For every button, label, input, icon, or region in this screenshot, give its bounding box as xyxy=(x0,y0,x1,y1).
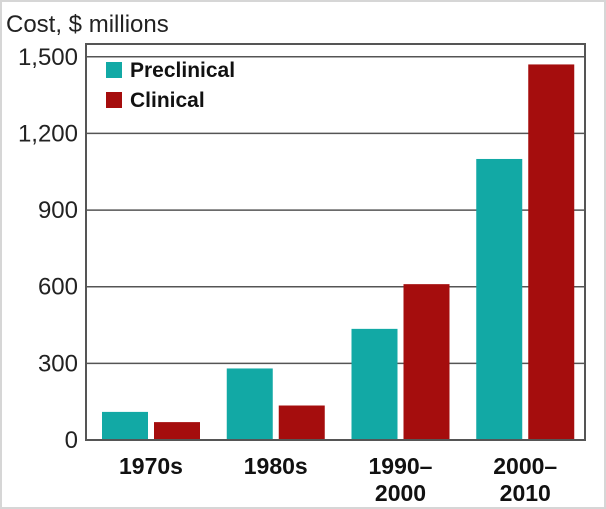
bar-preclinical xyxy=(351,328,398,440)
bars xyxy=(102,64,575,440)
legend-label: Preclinical xyxy=(130,59,235,82)
x-category-label: 1970s xyxy=(119,453,183,479)
x-category-label: 2000– xyxy=(493,453,557,479)
y-tick-label: 1,200 xyxy=(18,120,78,147)
x-category-label: 2000 xyxy=(375,480,426,506)
y-tick-label: 900 xyxy=(38,197,78,224)
bar-clinical xyxy=(403,284,450,440)
legend-swatch xyxy=(106,62,122,78)
legend-swatch xyxy=(106,92,122,108)
legend: Preclinical Clinical xyxy=(106,59,235,112)
x-category-label: 2010 xyxy=(500,480,551,506)
y-axis-label: Cost, $ millions xyxy=(6,11,169,38)
y-tick-label: 600 xyxy=(38,274,78,301)
bar-clinical xyxy=(154,422,200,440)
bar-preclinical xyxy=(476,158,523,440)
x-category-label: 1980s xyxy=(244,453,308,479)
x-category-labels: 1970s 1980s 1990–2000 2000–2010 xyxy=(119,453,557,506)
y-tick-label: 300 xyxy=(38,350,78,377)
x-category-label: 1990– xyxy=(369,453,433,479)
bar-preclinical xyxy=(226,368,273,440)
plot-frame xyxy=(85,43,586,441)
y-tick-label: 1,500 xyxy=(18,44,78,71)
y-tick-label: 0 xyxy=(65,427,78,454)
bar-preclinical xyxy=(102,411,148,440)
bar-clinical xyxy=(528,64,575,440)
legend-label: Clinical xyxy=(130,89,205,112)
y-tick-labels: 0 300 600 900 1,200 1,500 xyxy=(18,44,78,454)
bar-clinical xyxy=(278,405,325,440)
